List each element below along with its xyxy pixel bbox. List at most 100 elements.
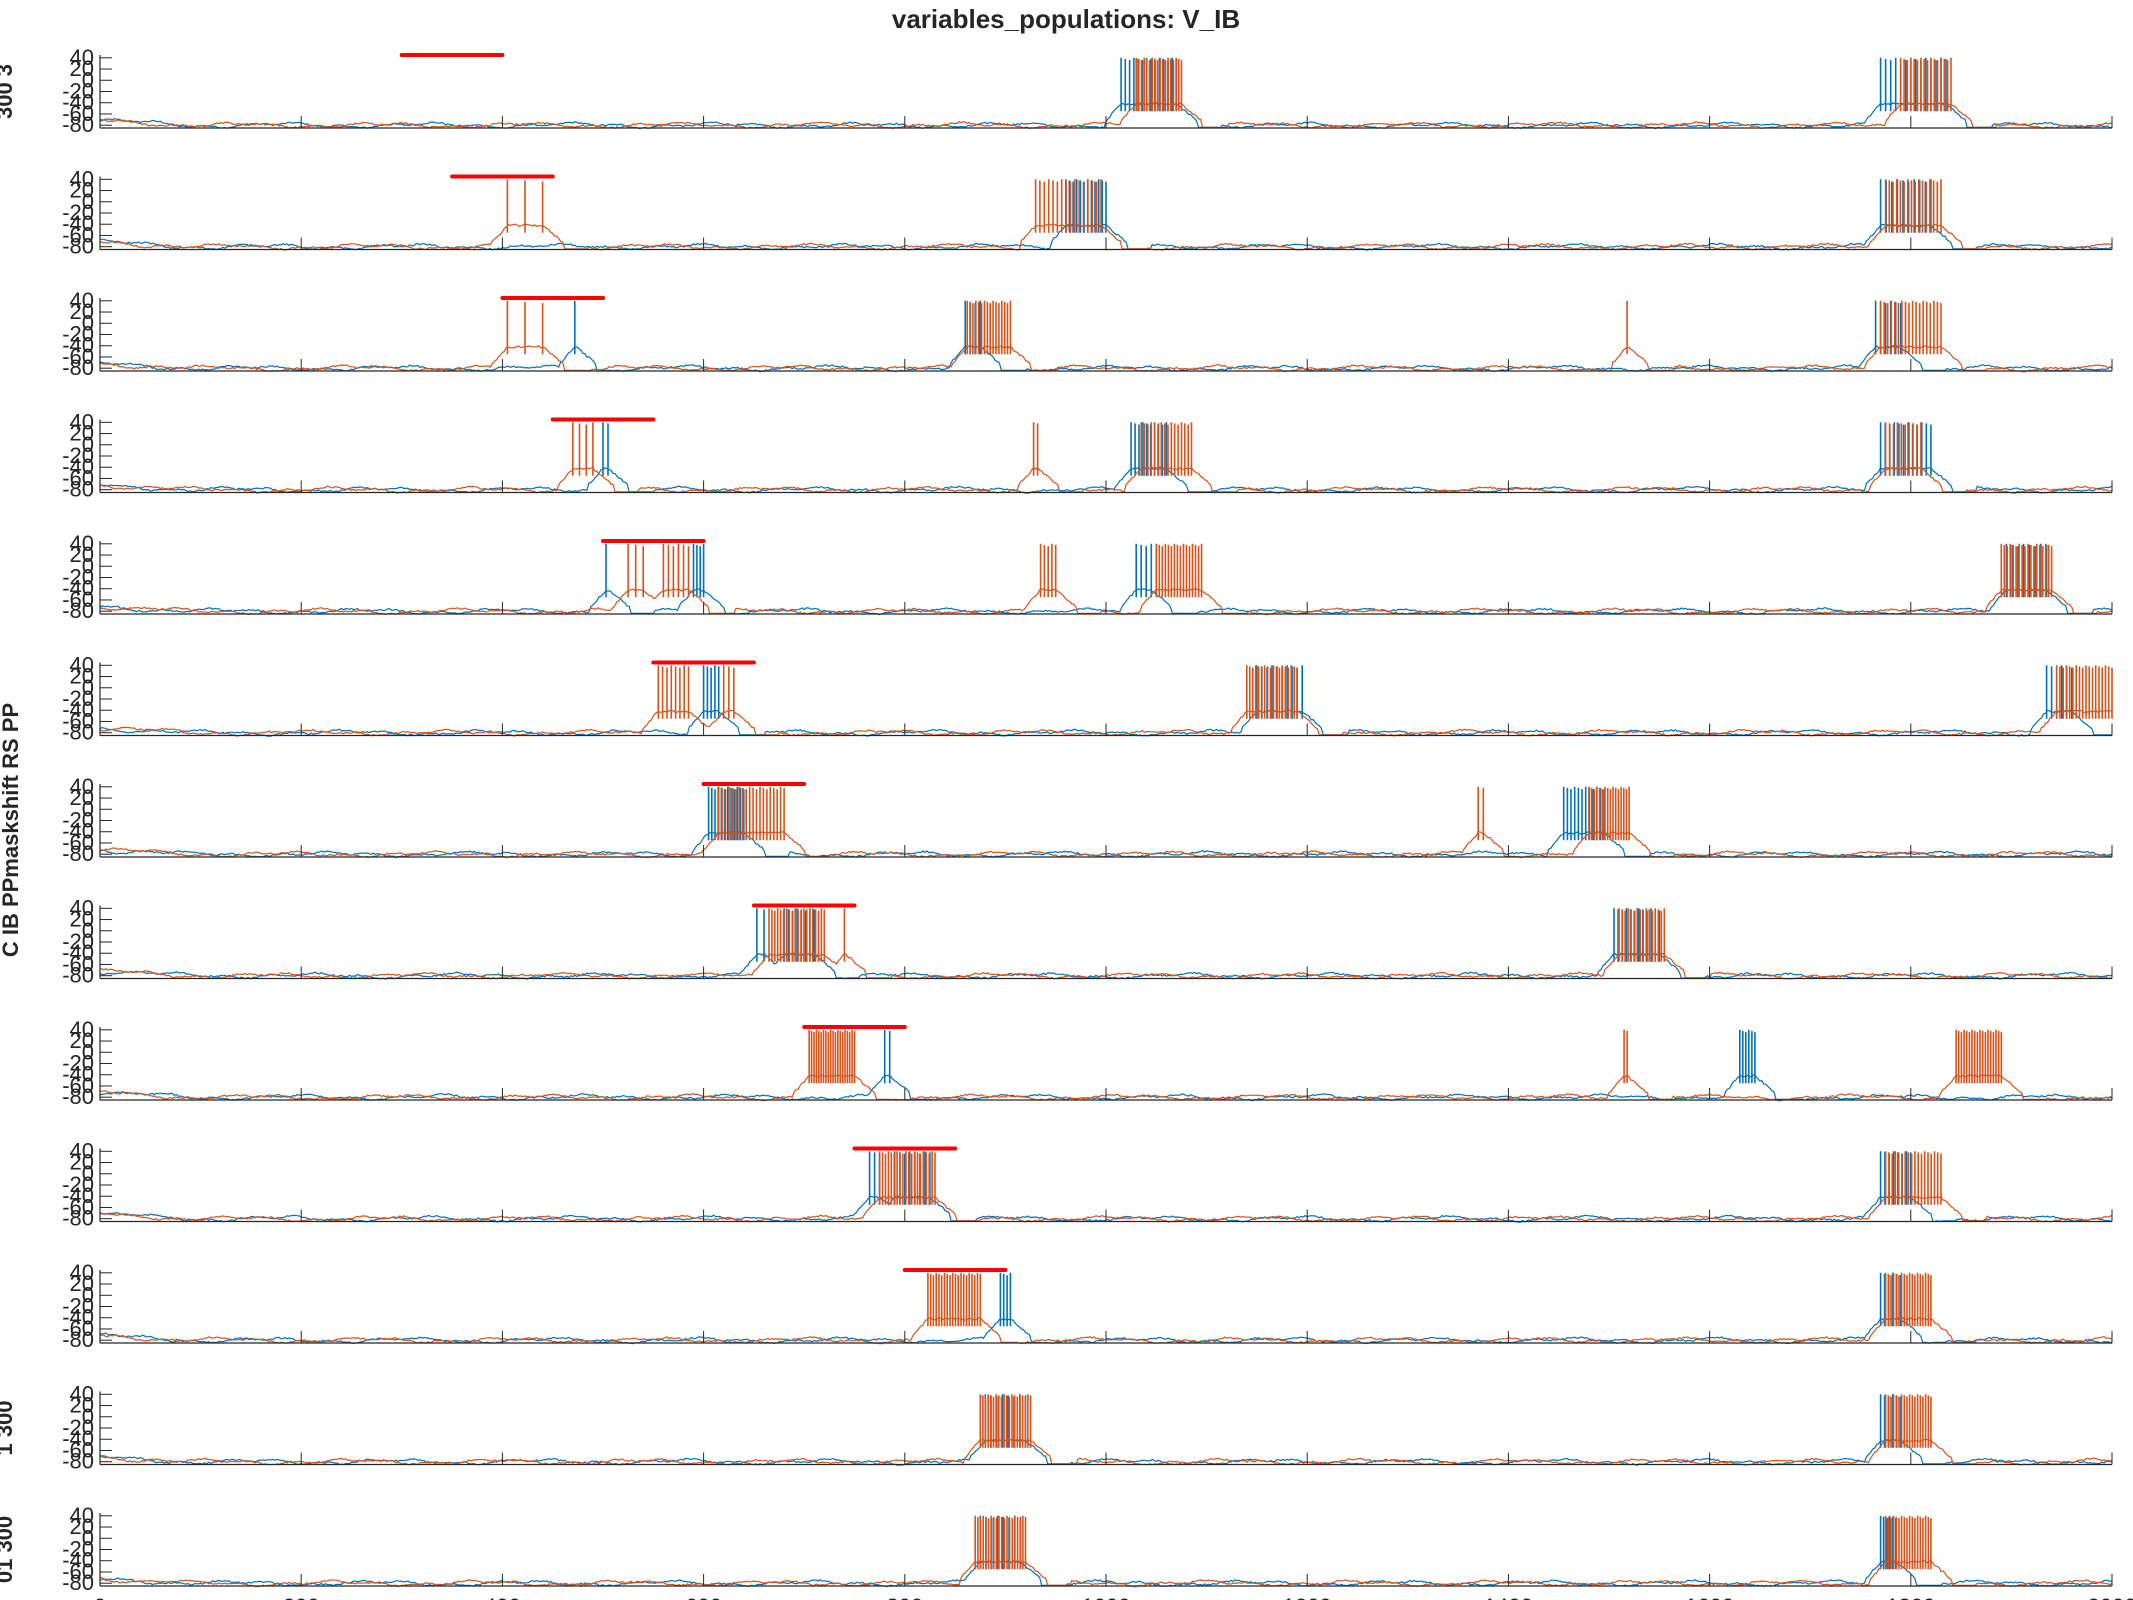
y-tick-label: 20 (70, 1150, 94, 1175)
spike-burst-series-2 (1477, 786, 1485, 841)
y-tick-label: 0 (82, 1282, 94, 1307)
y-tick-label: -40 (62, 1305, 94, 1330)
x-tick-label: 200 (283, 1594, 320, 1600)
spike-burst-series-1 (1739, 1029, 1756, 1084)
spike-burst-series-2 (506, 300, 544, 355)
y-tick-label: -80 (62, 720, 94, 745)
y-tick-label: -40 (62, 1183, 94, 1208)
y-tick-label: 40 (70, 774, 94, 799)
x-tick-label: 1800 (1886, 1594, 1935, 1600)
spike-burst-series-2 (927, 1272, 982, 1327)
spike-burst-series-2 (1884, 1515, 1932, 1570)
spike-burst-series-2 (1955, 1029, 2003, 1084)
y-tick-label: -40 (62, 1062, 94, 1087)
y-tick-label: 20 (70, 664, 94, 689)
spike-burst-series-2 (572, 422, 594, 476)
spike-burst-series-2 (1246, 665, 1298, 719)
spike-burst-series-2 (657, 665, 690, 719)
y-tick-label: 40 (70, 166, 94, 191)
panel-ylabel: 01 300 (0, 1516, 17, 1583)
spike-burst-series-2 (1623, 1029, 1628, 1084)
y-tick-label: 0 (82, 310, 94, 335)
y-tick-label: 40 (70, 45, 94, 70)
x-tick-label: 1200 (1283, 1594, 1332, 1600)
spike-burst-series-2 (1884, 179, 1942, 233)
y-tick-label: -60 (62, 587, 94, 612)
spike-burst-series-2 (1618, 908, 1666, 962)
spike-burst-series-2 (979, 1394, 1032, 1448)
y-tick-label: -80 (62, 1570, 94, 1595)
spike-burst-series-2 (1032, 422, 1039, 476)
y-tick-label: -40 (62, 211, 94, 236)
y-tick-label: 0 (82, 675, 94, 700)
y-tick-label: 20 (70, 1028, 94, 1053)
spike-burst-series-1 (2005, 543, 2048, 598)
spike-burst-series-2 (974, 1515, 1027, 1570)
y-tick-label: 40 (70, 1138, 94, 1163)
y-tick-label: 0 (82, 67, 94, 92)
y-tick-label: 20 (70, 299, 94, 324)
y-tick-label: 40 (70, 1503, 94, 1528)
y-tick-label: -20 (62, 686, 94, 711)
y-tick-label: 0 (82, 1161, 94, 1186)
spike-burst-series-2 (1155, 543, 1203, 598)
spike-burst-series-1 (702, 665, 720, 719)
x-tick-label: 800 (886, 1594, 923, 1600)
y-tick-label: 0 (82, 189, 94, 214)
x-tick-label: 1400 (1484, 1594, 1533, 1600)
y-tick-label: -40 (62, 1548, 94, 1573)
y-tick-label: 0 (82, 796, 94, 821)
y-tick-label: -80 (62, 841, 94, 866)
spike-burst-series-2 (1884, 1394, 1932, 1448)
figure-title: variables_populations: V_IB (892, 4, 1240, 34)
y-tick-label: -40 (62, 454, 94, 479)
y-tick-label: -40 (62, 1426, 94, 1451)
y-tick-label: 20 (70, 178, 94, 203)
y-tick-label: -60 (62, 222, 94, 247)
y-tick-label: 40 (70, 409, 94, 434)
y-tick-label: -60 (62, 344, 94, 369)
y-tick-label: -20 (62, 929, 94, 954)
y-tick-label: 20 (70, 1271, 94, 1296)
y-tick-label: 0 (82, 553, 94, 578)
y-tick-label: 20 (70, 421, 94, 446)
panel-ylabel: 300 3 (0, 64, 17, 119)
side-label: C IB PPmaskshift RS PP (0, 703, 23, 957)
x-tick-label: 2000 (2088, 1594, 2133, 1600)
y-tick-label: -20 (62, 565, 94, 590)
y-tick-label: 20 (70, 1514, 94, 1539)
spike-burst-series-2 (2000, 543, 2053, 598)
trace-series-2 (99, 223, 2113, 251)
spike-burst-series-1 (1135, 543, 1153, 598)
x-tick-label: 600 (685, 1594, 722, 1600)
y-tick-label: -80 (62, 355, 94, 380)
y-tick-label: -20 (62, 79, 94, 104)
spike-burst-series-1 (999, 1272, 1012, 1327)
y-tick-label: 20 (70, 542, 94, 567)
y-tick-label: -40 (62, 90, 94, 115)
y-tick-label: -40 (62, 940, 94, 965)
x-tick-label: 1600 (1685, 1594, 1734, 1600)
y-tick-label: -40 (62, 819, 94, 844)
spike-burst-series-2 (1039, 543, 1057, 598)
y-tick-label: -80 (62, 1449, 94, 1474)
y-tick-label: -60 (62, 708, 94, 733)
spike-burst-series-2 (722, 665, 735, 719)
y-tick-label: -60 (62, 1073, 94, 1098)
spike-burst-series-2 (768, 908, 826, 962)
y-tick-label: -80 (62, 234, 94, 259)
y-tick-label: -40 (62, 697, 94, 722)
y-tick-label: -60 (62, 1316, 94, 1341)
panel-ylabel: 1 300 (0, 1400, 17, 1455)
y-tick-label: 40 (70, 531, 94, 556)
spike-burst-series-2 (506, 179, 544, 233)
